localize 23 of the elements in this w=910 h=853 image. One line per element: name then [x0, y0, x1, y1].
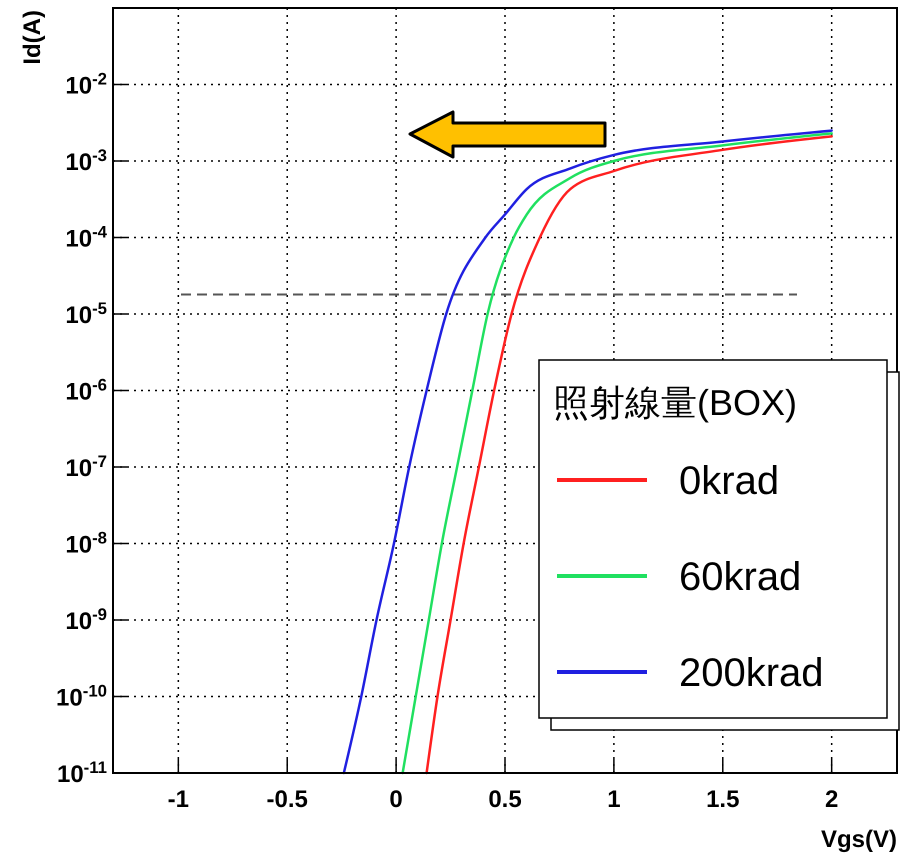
legend-title: 照射線量(BOX) [553, 382, 798, 423]
y-tick-label: 10$^{-6}$ [65, 375, 107, 406]
x-axis-title: Vgs(V) [820, 826, 897, 853]
x-tick-label: 0 [389, 786, 403, 813]
x-tick-label: 1 [607, 786, 621, 813]
y-tick-label: 10$^{-3}$ [65, 146, 107, 176]
legend-label: 60krad [679, 555, 802, 599]
y-tick-label: 10$^{-10}$ [56, 681, 107, 712]
y-tick-label: 10$^{-5}$ [65, 298, 107, 329]
legend-label: 200krad [679, 651, 824, 695]
y-tick-label: 10$^{-7}$ [65, 452, 107, 482]
x-tick-label: 2 [824, 786, 838, 813]
x-tick-label: -0.5 [266, 786, 308, 813]
legend-label: 0krad [679, 459, 780, 503]
y-tick-label: 10$^{-11}$ [56, 758, 107, 788]
y-axis-title: Id(A) [19, 10, 46, 65]
y-tick-label: 10$^{-9}$ [65, 604, 107, 635]
x-tick-label: 0.5 [488, 786, 522, 813]
x-tick-label: -1 [168, 786, 190, 813]
y-tick-label: 10$^{-8}$ [65, 528, 107, 558]
y-tick-label: 10$^{-4}$ [65, 222, 108, 252]
y-tick-label: 10$^{-2}$ [65, 69, 107, 100]
x-tick-label: 1.5 [706, 786, 740, 813]
